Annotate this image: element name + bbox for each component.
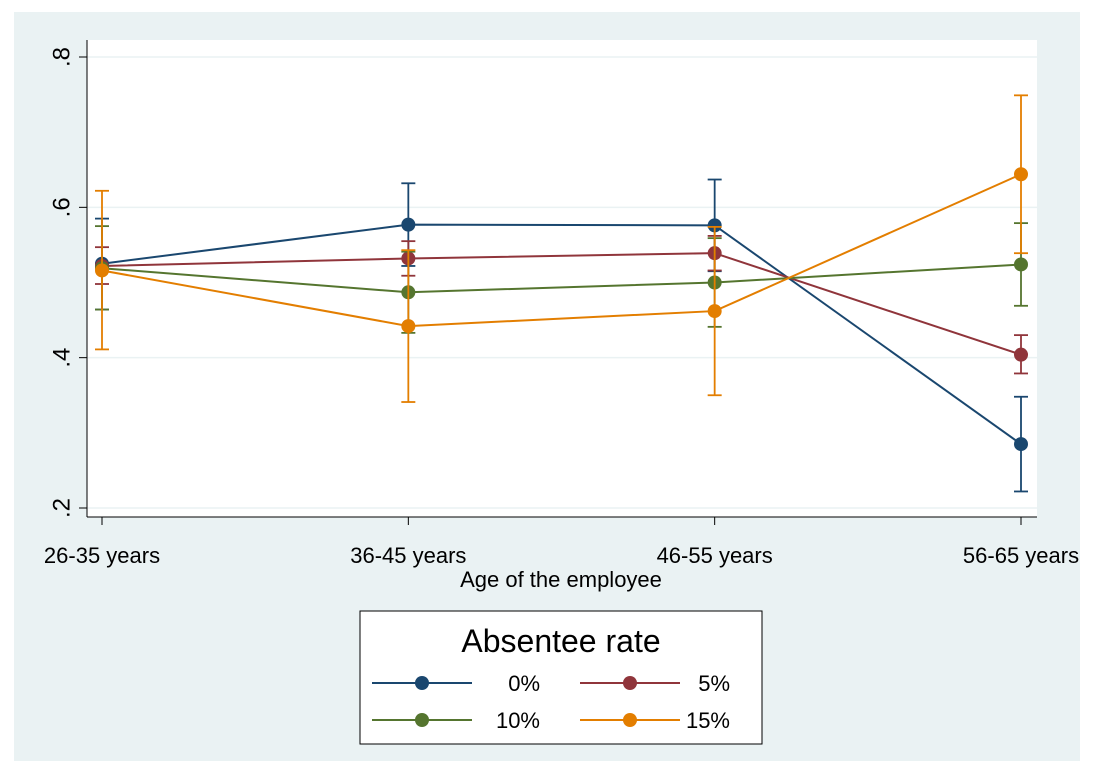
legend-label: 15% <box>686 708 730 733</box>
x-tick-label: 56-65 years <box>963 543 1079 568</box>
legend-swatch-marker <box>415 713 429 727</box>
x-axis-label: Age of the employee <box>460 567 662 592</box>
data-point <box>401 319 416 334</box>
y-tick-label: .6 <box>48 197 75 217</box>
series <box>95 94 1028 403</box>
legend-label: 0% <box>508 671 540 696</box>
series-line <box>101 173 1022 328</box>
data-point <box>1014 257 1028 272</box>
y-tick-label: .4 <box>48 348 75 368</box>
data-point <box>1014 347 1028 362</box>
data-point <box>1014 437 1028 452</box>
legend-swatch-marker <box>623 713 637 727</box>
legend-label: 10% <box>496 708 540 733</box>
data-point <box>1014 167 1028 182</box>
legend-label: 5% <box>698 671 730 696</box>
legend-entries: 0% 5% 10% 15% <box>372 671 730 733</box>
series-line <box>101 252 1022 356</box>
series-line <box>101 263 1022 294</box>
y-tick-label: .2 <box>48 498 75 518</box>
legend-title: Absentee rate <box>461 623 660 659</box>
legend-swatch-marker <box>623 676 637 690</box>
grid-layer <box>87 56 1037 509</box>
x-tick-label: 46-55 years <box>657 543 773 568</box>
x-tick-label: 36-45 years <box>350 543 466 568</box>
legend: Absentee rate 0% 5% 10% 15% <box>359 610 763 745</box>
x-tick-label: 26-35 years <box>44 543 160 568</box>
data-point <box>95 263 109 278</box>
data-point <box>401 217 416 232</box>
y-tick-label: .8 <box>48 47 75 67</box>
data-point <box>707 218 722 233</box>
series-line <box>101 223 1022 445</box>
series-layer <box>95 94 1028 493</box>
legend-swatch-marker <box>415 676 429 690</box>
data-point <box>707 304 722 319</box>
axis-layer: .2 .4 .6 .8 26-35 years 36-45 years 46-55 year… <box>44 40 1079 568</box>
